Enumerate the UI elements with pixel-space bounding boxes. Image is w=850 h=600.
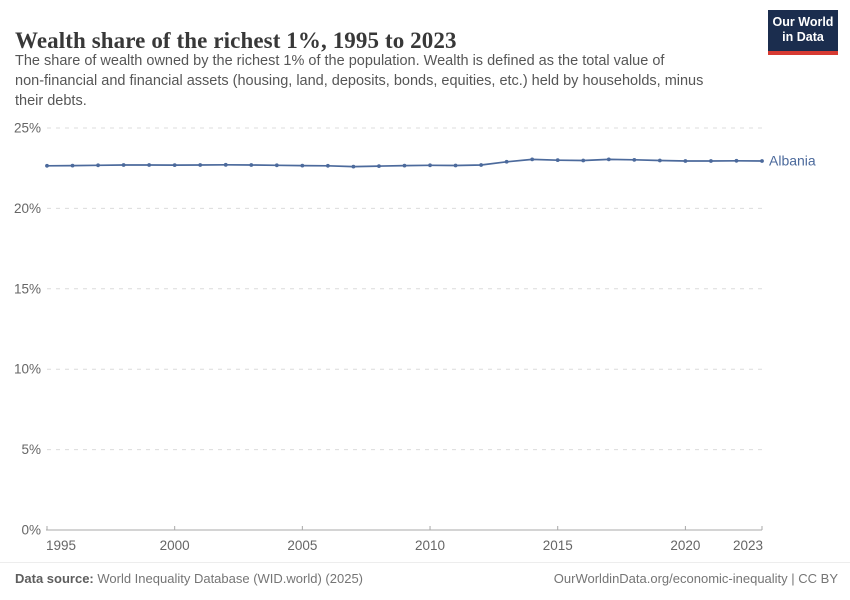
subtitle-line-2: non-financial and financial assets (hous… bbox=[15, 73, 704, 89]
data-point bbox=[45, 163, 49, 168]
data-source-text: World Inequality Database (WID.world) (2… bbox=[93, 571, 364, 586]
data-point bbox=[760, 159, 764, 163]
data-point bbox=[274, 163, 279, 168]
x-axis-tick-label: 2020 bbox=[670, 538, 700, 553]
data-point bbox=[734, 158, 739, 163]
data-point bbox=[632, 157, 637, 162]
data-point bbox=[172, 163, 177, 168]
data-point bbox=[223, 162, 228, 167]
data-point bbox=[300, 163, 305, 168]
x-axis-tick-label: 2010 bbox=[415, 538, 445, 553]
data-point bbox=[402, 163, 407, 168]
data-point bbox=[479, 163, 484, 167]
x-axis-tick-label: 1995 bbox=[46, 538, 76, 553]
series-label: Albania bbox=[769, 152, 816, 168]
x-axis-tick-label: 2015 bbox=[543, 538, 573, 553]
data-point bbox=[351, 164, 356, 169]
owid-logo: Our World in Data bbox=[768, 10, 838, 55]
chart-footer: Data source: World Inequality Database (… bbox=[0, 562, 850, 586]
data-point bbox=[530, 157, 535, 162]
data-point bbox=[198, 163, 203, 167]
data-point bbox=[121, 163, 126, 167]
chart-subtitle: The share of wealth owned by the richest… bbox=[15, 51, 703, 111]
owid-logo-line2: in Data bbox=[782, 30, 824, 44]
chart-title: Wealth share of the richest 1%, 1995 to … bbox=[15, 28, 457, 54]
y-axis-tick-label: 10% bbox=[14, 362, 41, 377]
data-point bbox=[325, 163, 330, 168]
data-source: Data source: World Inequality Database (… bbox=[15, 571, 363, 586]
y-axis-tick-label: 15% bbox=[14, 281, 41, 296]
data-point bbox=[555, 158, 560, 163]
y-axis-tick-label: 20% bbox=[14, 201, 41, 216]
data-point bbox=[70, 163, 75, 168]
data-point bbox=[504, 159, 509, 164]
subtitle-line-1: The share of wealth owned by the richest… bbox=[15, 53, 665, 69]
y-axis-tick-label: 5% bbox=[21, 442, 41, 457]
data-point bbox=[453, 163, 458, 168]
y-axis-tick-label: 25% bbox=[14, 121, 41, 136]
x-axis-tick-label: 2005 bbox=[287, 538, 317, 553]
data-point bbox=[249, 163, 254, 167]
data-point bbox=[96, 163, 100, 168]
subtitle-line-3: their debts. bbox=[15, 93, 87, 109]
data-point bbox=[377, 164, 381, 169]
credit-line: OurWorldinData.org/economic-inequality |… bbox=[553, 571, 838, 586]
line-chart-plot: 0% 5% 10% 15% 20% 25% 1995 2000 2005 2010 2015 2020… bbox=[14, 121, 816, 554]
data-source-label: Data source: bbox=[15, 571, 94, 586]
data-point bbox=[709, 159, 713, 163]
owid-logo-line1: Our World bbox=[772, 15, 834, 29]
data-point bbox=[657, 158, 662, 163]
data-point bbox=[581, 158, 586, 163]
data-point bbox=[606, 157, 611, 162]
x-axis-tick-label: 2000 bbox=[160, 538, 190, 553]
data-point bbox=[428, 163, 432, 168]
data-point bbox=[147, 163, 152, 167]
y-axis-tick-label: 0% bbox=[21, 523, 41, 538]
data-point bbox=[683, 159, 688, 163]
x-axis-tick-label: 2023 bbox=[733, 538, 763, 553]
